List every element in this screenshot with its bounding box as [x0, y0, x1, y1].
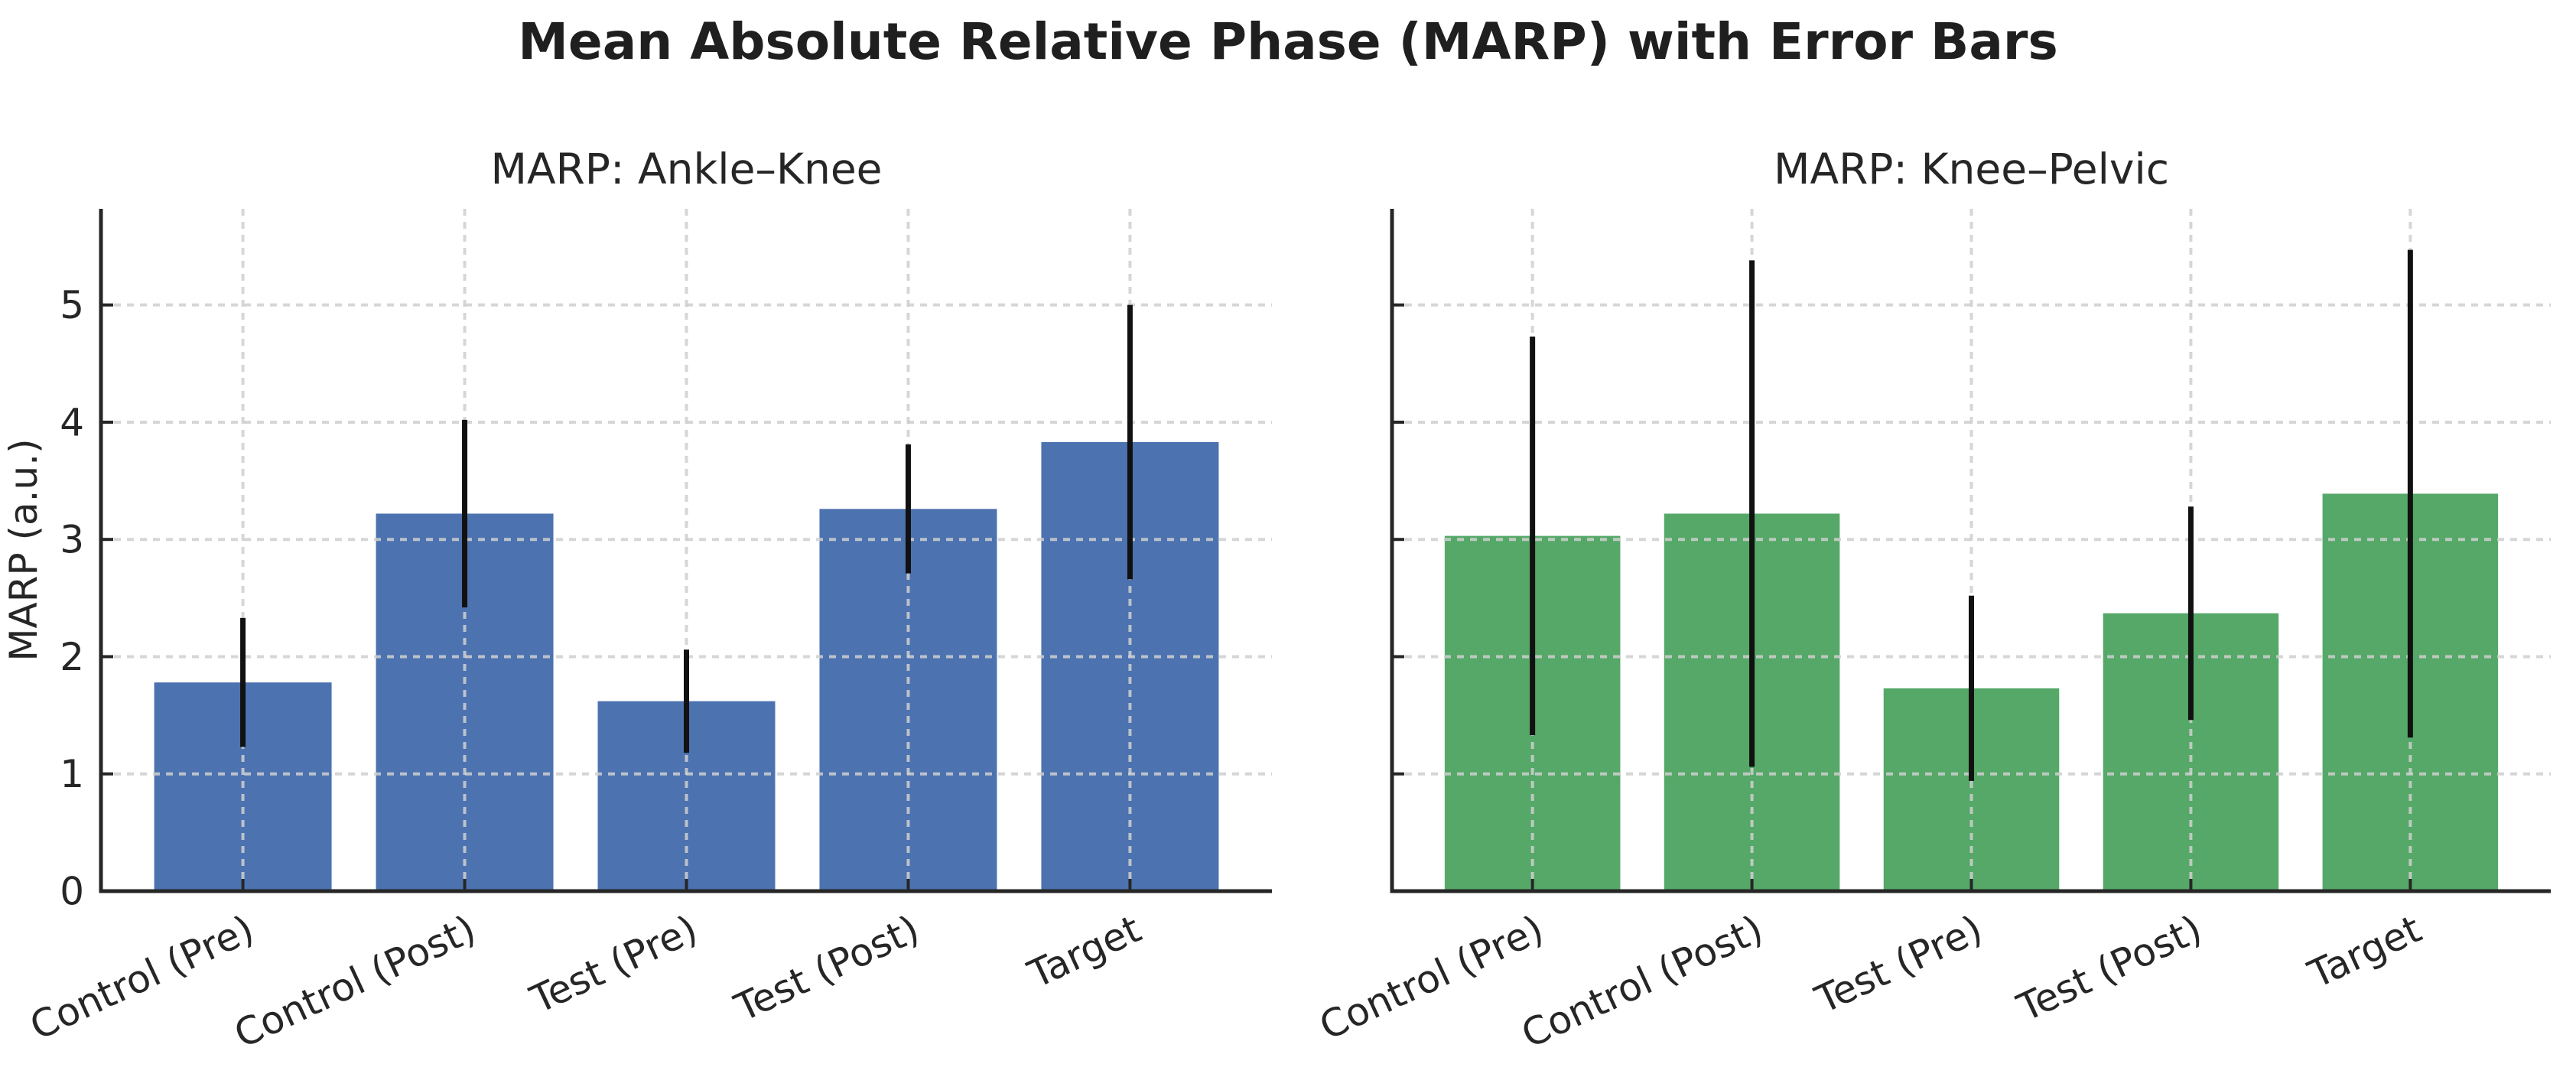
y-tick-label: 0	[60, 870, 84, 914]
x-tick-label: Target	[1021, 906, 1148, 997]
x-tick-label: Test (Pre)	[523, 906, 704, 1022]
x-tick-label: Test (Post)	[2010, 906, 2208, 1030]
y-tick-label: 3	[60, 518, 84, 562]
panel-marp-ankle-knee: MARP: Ankle–Knee 0 1 2 3 4 5 Control (Pre)Contr…	[2, 145, 1272, 1057]
figure-title: Mean Absolute Relative Phase (MARP) with…	[518, 12, 2058, 71]
x-tick-label: Test (Post)	[727, 906, 925, 1030]
y-axis-label: MARP (a.u.)	[2, 438, 46, 661]
y-tick-label: 1	[60, 752, 84, 796]
x-tick-label: Target	[2301, 906, 2428, 997]
x-tick-label: Control (Pre)	[1313, 906, 1550, 1049]
panel-marp-knee-pelvic: MARP: Knee–Pelvic Control (Pre)Control (P…	[1313, 145, 2551, 1057]
subplot-title: MARP: Knee–Pelvic	[1774, 145, 2169, 194]
y-tick-label: 2	[60, 635, 84, 679]
subplot-title: MARP: Ankle–Knee	[490, 145, 882, 194]
y-tick-label: 5	[60, 283, 84, 327]
x-tick-label: Control (Pre)	[24, 906, 261, 1049]
x-tick-label: Test (Pre)	[1808, 906, 1989, 1022]
y-tick-label: 4	[60, 400, 84, 444]
x-tick-label: Control (Post)	[1515, 906, 1770, 1056]
x-tick-label: Control (Post)	[228, 906, 483, 1056]
